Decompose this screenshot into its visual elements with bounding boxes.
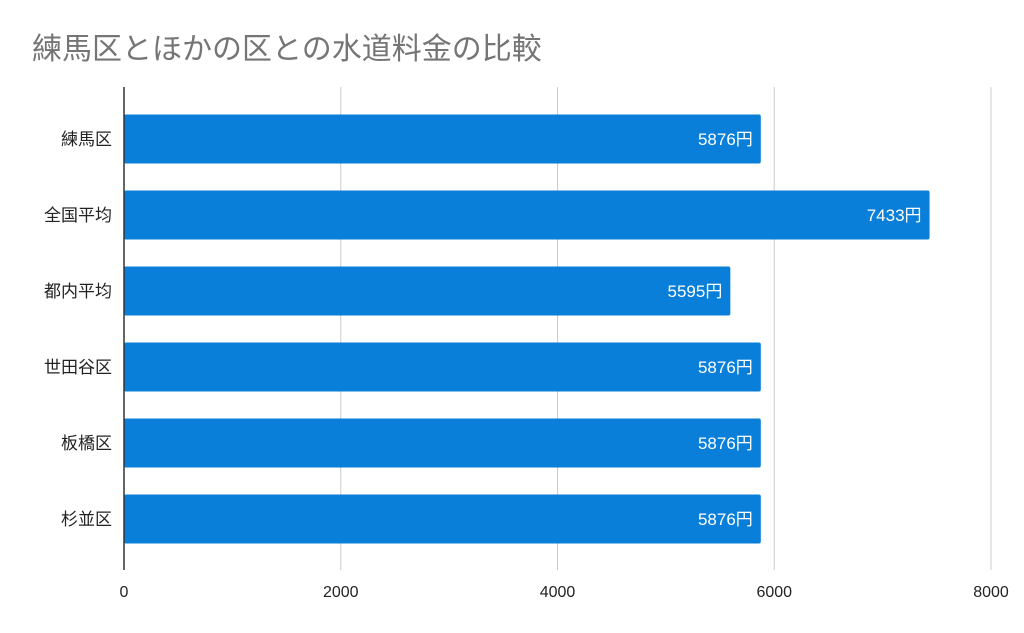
category-label: 世田谷区 [44, 358, 112, 378]
category-label: 練馬区 [61, 130, 112, 150]
category-label: 杉並区 [61, 510, 112, 530]
data-label: 5876円 [698, 358, 753, 377]
category-label: 全国平均 [44, 206, 112, 226]
data-label: 5876円 [698, 130, 753, 149]
data-label: 5876円 [698, 510, 753, 529]
bar [124, 494, 761, 544]
data-label: 7433円 [867, 206, 922, 225]
x-tick-label: 8000 [973, 584, 1009, 601]
bar [124, 114, 761, 164]
bar [124, 190, 930, 240]
data-label: 5595円 [668, 282, 723, 301]
bar [124, 342, 761, 392]
x-tick-label: 6000 [756, 584, 792, 601]
bar [124, 418, 761, 468]
category-label: 都内平均 [44, 282, 112, 302]
bar [124, 266, 731, 316]
x-tick-label: 2000 [323, 584, 359, 601]
chart-title: 練馬区とほかの区との水道料金の比較 [32, 32, 542, 67]
data-label: 5876円 [698, 434, 753, 453]
x-tick-label: 0 [120, 584, 129, 601]
x-tick-label: 4000 [540, 584, 576, 601]
category-label: 板橋区 [61, 434, 112, 454]
